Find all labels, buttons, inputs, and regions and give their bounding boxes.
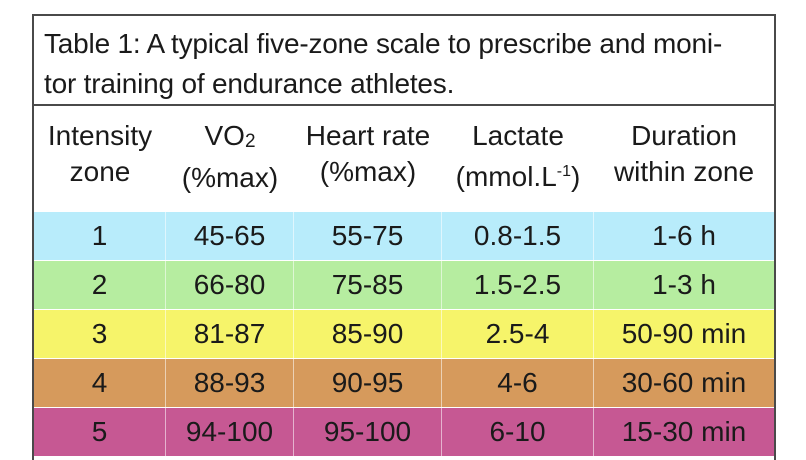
header-lactate-close: ) <box>571 161 581 192</box>
header-heart-rate: Heart rate (%max) <box>294 106 442 212</box>
header-lactate: Lactate (mmol.L-1) <box>442 106 594 212</box>
header-lactate-line1: Lactate <box>472 120 564 151</box>
caption-line-1: Table 1: A typical five-zone scale to pr… <box>44 28 723 59</box>
header-duration-line1: Duration <box>631 120 737 151</box>
cell-duration: 30-60 min <box>621 367 747 398</box>
cell-duration: 1-3 h <box>652 269 716 300</box>
header-vo2: VO2 (%max) <box>166 106 294 212</box>
cell-duration: 1-6 h <box>652 220 716 251</box>
header-vo2-sub: 2 <box>244 131 256 152</box>
header-duration-line2: within zone <box>613 156 755 187</box>
table-body: 1 45-65 55-75 0.8-1.5 1-6 h 2 66-80 75-8… <box>34 212 774 457</box>
cell-heart-rate: 75-85 <box>294 261 442 309</box>
table-row: 3 81-87 85-90 2.5-4 50-90 min <box>34 310 774 359</box>
cell-lactate: 6-10 <box>442 408 594 456</box>
header-lactate-sup: -1 <box>556 163 572 180</box>
header-intensity-zone-line1: Intensity <box>47 120 153 151</box>
cell-lactate: 4-6 <box>442 359 594 407</box>
cell-vo2: 45-65 <box>166 212 294 260</box>
header-vo2-main: VO <box>204 120 245 151</box>
table-row: 2 66-80 75-85 1.5-2.5 1-3 h <box>34 261 774 310</box>
header-intensity-zone-line2: zone <box>69 156 131 187</box>
header-lactate-line2: (mmol.L-1) <box>442 154 594 195</box>
cell-vo2: 94-100 <box>166 408 294 456</box>
header-heart-rate-line1: Heart rate <box>305 120 431 151</box>
cell-zone: 3 <box>34 310 166 358</box>
table-row: 5 94-100 95-100 6-10 15-30 min <box>34 408 774 457</box>
cell-duration: 50-90 min <box>621 318 747 349</box>
cell-vo2: 66-80 <box>166 261 294 309</box>
header-vo2-line1: VO2 <box>166 118 294 160</box>
header-heart-rate-line2: (%max) <box>319 156 417 187</box>
header-vo2-line2: (%max) <box>181 162 279 193</box>
cell-heart-rate: 95-100 <box>294 408 442 456</box>
table-frame: Table 1: A typical five-zone scale to pr… <box>32 14 776 460</box>
cell-zone: 5 <box>34 408 166 456</box>
cell-zone: 2 <box>34 261 166 309</box>
cell-vo2: 88-93 <box>166 359 294 407</box>
table-row: 4 88-93 90-95 4-6 30-60 min <box>34 359 774 408</box>
header-lactate-unit: (mmol.L <box>455 161 557 192</box>
cell-lactate: 1.5-2.5 <box>442 261 594 309</box>
header-intensity-zone: Intensity zone <box>34 106 166 212</box>
table-header: Intensity zone VO2 (%max) Heart rate (%m… <box>34 106 774 212</box>
cell-duration: 15-30 min <box>621 416 747 447</box>
cell-heart-rate: 55-75 <box>294 212 442 260</box>
cell-zone: 1 <box>34 212 166 260</box>
table-caption: Table 1: A typical five-zone scale to pr… <box>34 16 774 106</box>
header-duration: Duration within zone <box>594 106 774 212</box>
cell-zone: 4 <box>34 359 166 407</box>
cell-heart-rate: 85-90 <box>294 310 442 358</box>
caption-line-2: tor training of endurance athletes. <box>44 68 455 99</box>
table-row: 1 45-65 55-75 0.8-1.5 1-6 h <box>34 212 774 261</box>
cell-lactate: 0.8-1.5 <box>442 212 594 260</box>
cell-heart-rate: 90-95 <box>294 359 442 407</box>
cell-vo2: 81-87 <box>166 310 294 358</box>
cell-lactate: 2.5-4 <box>442 310 594 358</box>
